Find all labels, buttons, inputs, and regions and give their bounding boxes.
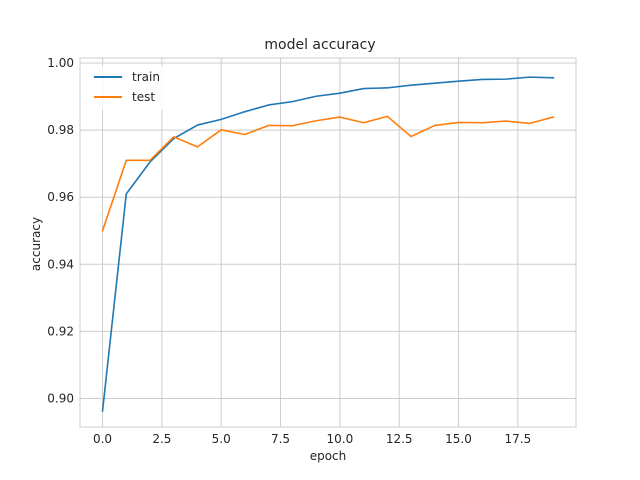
series-line-train xyxy=(101,76,555,412)
y-tick-label: 1.00 xyxy=(47,56,74,70)
x-tick-label: 7.5 xyxy=(271,432,290,446)
y-axis-ticks: 0.90 0.92 0.94 0.96 0.98 1.00 xyxy=(47,56,74,405)
legend-background xyxy=(88,66,164,110)
x-axis-label: epoch xyxy=(310,449,347,463)
x-axis-ticks: 0.0 2.5 5.0 7.5 10.0 12.5 15.0 17.5 xyxy=(93,432,531,446)
plot-background xyxy=(80,58,576,427)
series-line-test xyxy=(101,115,555,232)
chart-title: model accuracy xyxy=(264,37,375,53)
x-tick-label: 10.0 xyxy=(327,432,354,446)
y-tick-label: 0.94 xyxy=(47,257,74,271)
y-tick-label: 0.96 xyxy=(47,190,74,204)
x-tick-label: 5.0 xyxy=(212,432,231,446)
legend: train test xyxy=(88,66,164,110)
x-tick-label: 2.5 xyxy=(152,432,171,446)
x-tick-label: 17.5 xyxy=(504,432,531,446)
x-tick-label: 12.5 xyxy=(386,432,413,446)
plot-frame xyxy=(79,57,577,428)
legend-label-test: test xyxy=(132,90,155,104)
x-tick-label: 15.0 xyxy=(445,432,472,446)
y-axis-label: accuracy xyxy=(29,217,43,271)
y-tick-label: 0.98 xyxy=(47,123,74,137)
plot-area xyxy=(79,57,577,428)
y-tick-label: 0.90 xyxy=(47,391,74,405)
series-layer xyxy=(101,76,555,412)
legend-label-train: train xyxy=(132,70,160,84)
y-tick-label: 0.92 xyxy=(47,324,74,338)
x-tick-label: 0.0 xyxy=(93,432,112,446)
